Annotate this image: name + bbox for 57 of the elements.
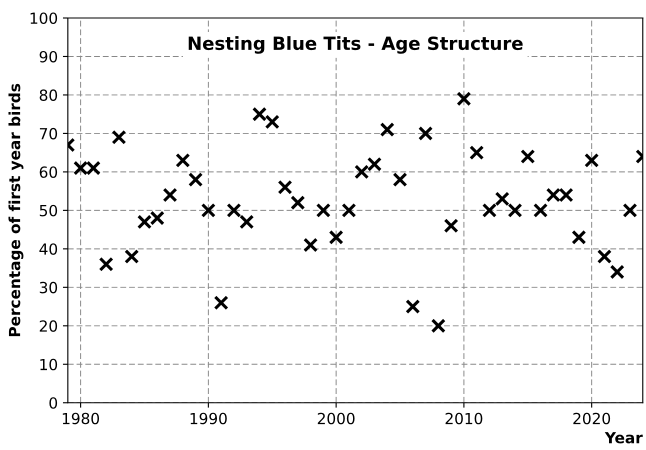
point [124, 249, 140, 264]
point [175, 153, 190, 168]
point [278, 180, 292, 195]
point [597, 249, 612, 264]
y-tick-label: 40 [39, 243, 58, 255]
point [431, 318, 446, 334]
point [520, 149, 536, 164]
point [328, 230, 344, 245]
y-tick-label: 10 [40, 358, 58, 370]
point [252, 106, 267, 122]
y-tick-label: 70 [40, 128, 58, 140]
point [354, 164, 370, 180]
y-tick-label: 80 [40, 89, 58, 101]
point [201, 203, 216, 218]
y-tick-label: 90 [40, 50, 58, 62]
y-axis-title: Percentage of first year birds [8, 84, 24, 336]
point [162, 188, 178, 202]
point [188, 172, 203, 187]
point [494, 191, 510, 206]
point [342, 203, 356, 218]
x-tick-label: 2010 [446, 412, 482, 424]
x-tick-label: 1980 [62, 412, 100, 424]
point [303, 238, 318, 252]
y-tick-label: 100 [30, 12, 58, 24]
point [290, 195, 306, 210]
x-tick-label: 1990 [190, 412, 227, 424]
y-tick-label: 30 [40, 282, 58, 294]
point [610, 264, 625, 280]
point [405, 299, 420, 314]
y-tick-label: 60 [40, 166, 58, 178]
point [214, 295, 228, 310]
point [469, 145, 484, 160]
point [98, 256, 114, 272]
point [380, 122, 395, 137]
point [418, 126, 433, 141]
point [264, 114, 280, 130]
point [226, 203, 242, 218]
point [622, 203, 638, 218]
point [533, 203, 548, 218]
point [584, 153, 600, 168]
point [456, 91, 472, 106]
point [239, 214, 254, 230]
x-axis-title: Year [604, 432, 643, 444]
point [508, 203, 522, 218]
point [367, 156, 382, 172]
y-tick-label: 20 [40, 320, 58, 332]
y-tick-label: 50 [40, 204, 58, 216]
point [392, 172, 408, 187]
x-tick-label: 2000 [318, 412, 355, 424]
y-tick-label: 0 [49, 397, 58, 409]
text: Nesting Blue Tits - Age Structure [188, 36, 523, 54]
point [316, 203, 331, 218]
point [112, 130, 126, 145]
x-tick-label: 2020 [573, 412, 610, 424]
point [482, 203, 497, 218]
point [572, 230, 586, 245]
point [444, 218, 458, 234]
